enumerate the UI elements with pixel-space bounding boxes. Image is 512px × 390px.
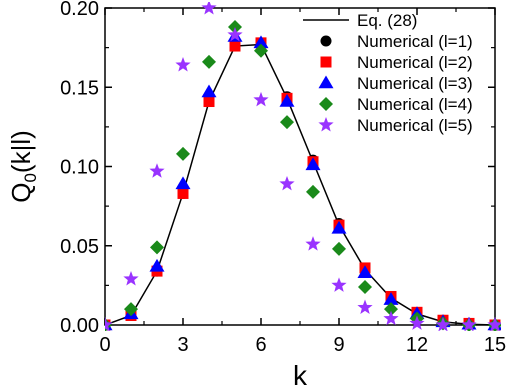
data-point-star <box>201 2 217 15</box>
legend-entry: Numerical (l=2) <box>320 53 473 72</box>
data-point-square <box>203 96 215 108</box>
legend-label: Numerical (l=4) <box>357 95 473 114</box>
legend-marker-square <box>320 56 332 68</box>
legend-entry: Eq. (28) <box>303 11 417 30</box>
legend-marker-circle <box>320 35 332 47</box>
legend-entry: Numerical (l=4) <box>319 95 473 114</box>
legend-entry: Numerical (l=5) <box>318 116 473 135</box>
x-tick-label: 15 <box>484 334 506 356</box>
legend-label: Numerical (l=5) <box>357 116 473 135</box>
data-point-diamond <box>358 279 372 294</box>
data-point-triangle <box>383 292 399 305</box>
data-point-star <box>435 317 451 331</box>
data-point-star <box>279 175 295 191</box>
legend-entry: Numerical (l=3) <box>318 74 473 93</box>
legend: Eq. (28) Numerical (l=1) Numerical (l=2) Nu… <box>303 11 473 135</box>
y-tick-label: 0.20 <box>60 0 99 20</box>
data-point-triangle <box>253 35 269 49</box>
series-line <box>105 43 496 326</box>
data-point-diamond <box>150 240 164 255</box>
data-point-triangle <box>331 220 347 234</box>
series-1 <box>105 43 496 326</box>
data-point-diamond <box>254 43 268 58</box>
data-point-star <box>253 91 269 107</box>
legend-label: Numerical (l=2) <box>357 53 473 72</box>
legend-entry: Numerical (l=1) <box>320 32 473 51</box>
legend-marker-star <box>318 117 334 132</box>
data-point-triangle <box>279 94 295 107</box>
x-axis-title: k <box>293 360 308 390</box>
legend-marker-diamond <box>319 97 333 111</box>
data-point-diamond <box>306 184 320 199</box>
legend-label: Numerical (l=3) <box>357 74 473 93</box>
data-point-diamond <box>124 302 138 317</box>
y-axis-title: Q0(k|l) <box>6 130 40 203</box>
data-point-star <box>105 317 113 331</box>
y-tick-label: 0.10 <box>60 157 99 179</box>
data-point-star <box>461 317 477 331</box>
series-layer <box>105 2 501 331</box>
axis-tick-labels: 0 3 6 9 12 15 0.00 0.05 0.10 0.15 0.20 <box>60 0 506 356</box>
x-tick-label: 6 <box>255 334 266 356</box>
y-tick-label: 0.15 <box>60 77 99 99</box>
data-point-square <box>229 40 241 52</box>
x-tick-label: 3 <box>177 334 188 356</box>
y-axis-title-subscript: 0 <box>21 173 40 182</box>
data-point-star <box>227 26 243 42</box>
data-point-star <box>409 315 425 330</box>
legend-marker-triangle <box>318 75 334 89</box>
y-tick-label: 0.00 <box>60 315 99 337</box>
data-point-diamond <box>202 54 216 69</box>
y-axis-title-tail: (k|l) <box>6 130 36 173</box>
y-tick-label: 0.05 <box>60 236 99 258</box>
series-6 <box>105 2 501 331</box>
data-point-star <box>175 57 191 72</box>
data-point-triangle <box>175 176 191 190</box>
data-point-square <box>177 187 189 199</box>
legend-label: Numerical (l=1) <box>357 32 473 51</box>
data-point-diamond <box>176 146 190 161</box>
data-point-star <box>487 317 501 331</box>
data-point-diamond <box>280 115 294 130</box>
data-point-triangle <box>357 265 373 278</box>
data-point-star <box>331 277 347 292</box>
data-point-triangle <box>201 84 217 98</box>
x-tick-label: 9 <box>333 334 344 356</box>
x-tick-label: 0 <box>99 334 110 356</box>
data-point-triangle <box>149 258 165 272</box>
data-point-diamond <box>332 241 346 256</box>
data-point-star <box>357 299 373 315</box>
x-tick-label: 12 <box>406 334 428 356</box>
y-axis-title-main: Q <box>6 183 36 203</box>
data-point-star <box>305 236 321 251</box>
legend-label: Eq. (28) <box>357 11 417 30</box>
data-point-star <box>123 271 139 286</box>
data-point-star <box>149 163 165 178</box>
data-point-diamond <box>384 302 398 317</box>
data-point-triangle <box>305 157 321 171</box>
data-point-star <box>383 310 399 326</box>
